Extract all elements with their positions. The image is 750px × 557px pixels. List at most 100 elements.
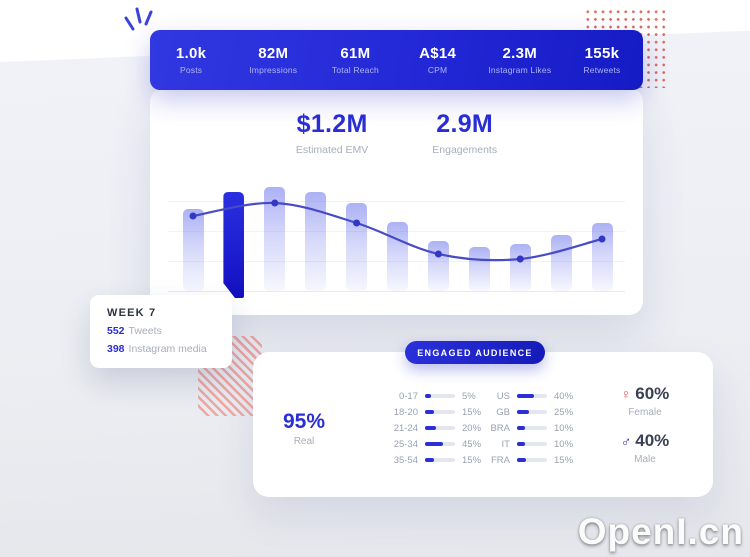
tooltip-row-instagram: 398 Instagram media xyxy=(107,343,232,355)
data-point-dot[interactable] xyxy=(189,212,197,220)
stat-value: 61M xyxy=(340,45,371,62)
chart-bar[interactable] xyxy=(182,209,204,291)
country-pct: 10% xyxy=(554,438,574,450)
stat-posts: 1.0k Posts xyxy=(150,45,232,75)
emv-value: $1.2M xyxy=(296,110,368,138)
age-pct: 45% xyxy=(462,438,482,450)
age-meter xyxy=(425,394,455,398)
emv-label: Estimated EMV xyxy=(295,144,369,156)
age-meter xyxy=(425,426,455,430)
female-label: Female xyxy=(628,407,662,418)
age-row: 25-34 45% xyxy=(371,436,494,452)
chart-gridline xyxy=(168,201,625,202)
stat-label: Retweets xyxy=(583,65,621,75)
country-meter xyxy=(517,394,547,398)
chart-bar[interactable] xyxy=(468,247,490,291)
chart-bar[interactable] xyxy=(509,244,531,291)
kpi-stats-bar: 1.0k Posts 82M Impressions 61M Total Rea… xyxy=(150,30,643,90)
country-meter xyxy=(517,410,547,414)
data-point-dot[interactable] xyxy=(271,199,279,207)
male-icon: ♂ xyxy=(620,433,632,449)
watermark: OpenI.cn xyxy=(577,511,744,552)
country-pct: 10% xyxy=(554,422,574,434)
chart-bar[interactable] xyxy=(387,222,408,291)
female-icon: ♀ xyxy=(620,386,632,402)
data-point-dot[interactable] xyxy=(516,255,524,263)
age-pct: 20% xyxy=(462,422,482,434)
country-label: FRA xyxy=(491,454,510,466)
country-pct: 25% xyxy=(554,406,574,418)
country-meter xyxy=(517,426,547,430)
country-label: GB xyxy=(496,406,510,418)
trend-line xyxy=(189,199,606,263)
country-row: US 40% xyxy=(463,388,586,404)
stat-value: 2.3M xyxy=(502,45,538,62)
country-meter xyxy=(517,442,547,446)
stat-label: Instagram Likes xyxy=(488,65,552,75)
age-meter xyxy=(425,442,455,446)
age-row: 35-54 15% xyxy=(371,452,494,468)
age-breakdown: 0-17 5% 18-20 15% 21-24 20% 25-34 45% 35… xyxy=(371,388,494,468)
tweets-label: Tweets xyxy=(128,325,162,337)
stat-total-reach: 61M Total Reach xyxy=(314,45,396,75)
male-label: Male xyxy=(634,454,656,465)
country-row: GB 25% xyxy=(463,404,586,420)
male-value: 40% xyxy=(635,431,670,450)
data-point-dot[interactable] xyxy=(353,219,361,227)
real-label: Real xyxy=(293,436,315,447)
chart-baseline xyxy=(168,291,625,292)
engaged-audience-badge: ENGAGED AUDIENCE xyxy=(405,341,545,364)
chart-card: $1.2M Estimated EMV 2.9M Engagements xyxy=(150,88,643,315)
country-pct: 40% xyxy=(554,390,574,402)
chart-bar[interactable] xyxy=(305,192,327,291)
tooltip-title: WEEK 7 xyxy=(107,307,157,319)
instagram-count: 398 xyxy=(107,343,125,355)
age-label: 35-54 xyxy=(393,454,418,466)
age-label: 21-24 xyxy=(393,422,418,434)
real-value: 95% xyxy=(282,410,326,433)
chart-bar[interactable] xyxy=(264,187,286,291)
age-label: 25-34 xyxy=(393,438,418,450)
stat-value: 82M xyxy=(258,45,289,62)
female-value: 60% xyxy=(635,384,670,403)
age-row: 18-20 15% xyxy=(371,404,494,420)
age-row: 0-17 5% xyxy=(371,388,494,404)
bar-chart-area[interactable] xyxy=(150,88,643,315)
summary-engagements: 2.9M Engagements xyxy=(432,110,497,156)
engaged-audience-card: 95% Real 0-17 5% 18-20 15% 21-24 20% 25-… xyxy=(253,352,713,497)
stat-label: CPM xyxy=(427,65,448,75)
age-row: 21-24 20% xyxy=(371,420,494,436)
chart-bar-highlighted[interactable] xyxy=(223,192,245,298)
country-meter xyxy=(517,458,547,462)
country-row: FRA 15% xyxy=(463,452,586,468)
stat-label: Impressions xyxy=(249,65,298,75)
age-meter xyxy=(425,458,455,462)
stat-impressions: 82M Impressions xyxy=(232,45,314,75)
country-label: US xyxy=(496,390,510,402)
gender-breakdown: ♀ 60% Female ♂ 40% Male xyxy=(605,384,685,478)
age-meter xyxy=(425,410,455,414)
week-tooltip: WEEK 7 552 Tweets 398 Instagram media xyxy=(90,295,232,368)
instagram-label: Instagram media xyxy=(128,343,207,355)
real-block: 95% Real xyxy=(273,410,335,447)
stat-value: 155k xyxy=(584,45,620,62)
engagements-value: 2.9M xyxy=(436,110,494,138)
sparkle-icon xyxy=(124,7,153,31)
stat-label: Posts xyxy=(179,65,203,75)
country-label: BRA xyxy=(490,422,510,434)
stat-label: Total Reach xyxy=(331,65,379,75)
country-label: IT xyxy=(501,438,510,450)
stat-retweets: 155k Retweets xyxy=(561,45,643,75)
data-point-dot[interactable] xyxy=(434,250,442,258)
country-pct: 15% xyxy=(554,454,574,466)
age-pct: 15% xyxy=(462,454,482,466)
summary-emv: $1.2M Estimated EMV xyxy=(296,110,368,156)
gender-female: ♀ 60% Female xyxy=(605,384,685,418)
summary-row: $1.2M Estimated EMV 2.9M Engagements xyxy=(150,110,643,156)
age-label: 0-17 xyxy=(398,390,418,402)
stat-instagram-likes: 2.3M Instagram Likes xyxy=(479,45,561,75)
gender-male: ♂ 40% Male xyxy=(605,431,685,465)
data-point-dot[interactable] xyxy=(598,235,606,243)
age-pct: 15% xyxy=(462,406,482,418)
